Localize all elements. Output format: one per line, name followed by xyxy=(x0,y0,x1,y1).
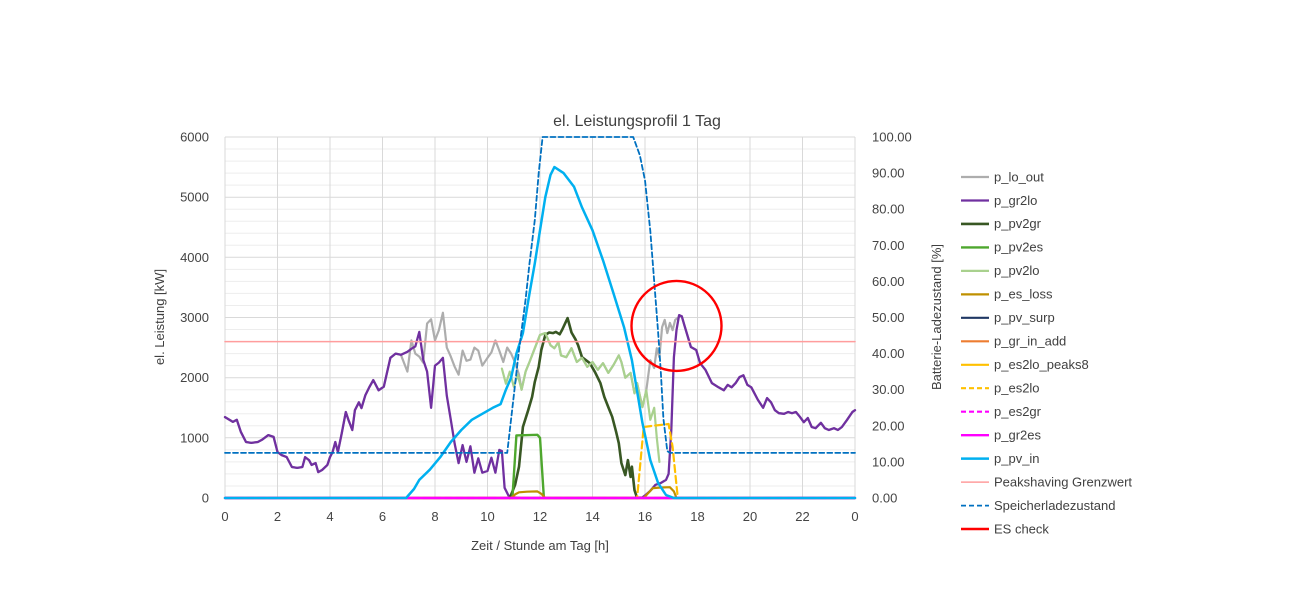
legend-item-p_pv2es[interactable]: p_pv2es xyxy=(961,240,1044,255)
y-right-tick-label: 20.00 xyxy=(872,418,905,433)
legend-label: p_gr2lo xyxy=(994,193,1037,208)
series-es_check-annotation-circle xyxy=(630,279,723,373)
legend-label: p_gr_in_add xyxy=(994,334,1066,349)
legend-label: p_es2gr xyxy=(994,404,1042,419)
legend-item-p_pv_surp[interactable]: p_pv_surp xyxy=(961,310,1055,325)
x-tick-label: 12 xyxy=(533,509,547,524)
legend-item-p_gr2es[interactable]: p_gr2es xyxy=(961,428,1041,443)
y-right-tick-label: 100.00 xyxy=(872,130,912,145)
series-speicherladezustand xyxy=(224,136,856,454)
legend-item-p_es_loss[interactable]: p_es_loss xyxy=(961,287,1053,302)
legend-item-p_es2lo_peaks8[interactable]: p_es2lo_peaks8 xyxy=(961,357,1089,372)
x-tick-label: 2 xyxy=(274,509,281,524)
legend: p_lo_out p_gr2lo p_pv2gr p_pv2es p_pv2lo p_es… xyxy=(961,169,1132,536)
legend-label: p_es_loss xyxy=(994,287,1053,302)
y-right-tick-label: 70.00 xyxy=(872,238,905,253)
x-tick-label: 16 xyxy=(638,509,652,524)
x-tick-label: 6 xyxy=(379,509,386,524)
legend-item-p_pv_in[interactable]: p_pv_in xyxy=(961,451,1040,466)
y-axis-title-left: el. Leistung [kW] xyxy=(152,269,167,365)
legend-label: p_es2lo_peaks8 xyxy=(994,357,1089,372)
y-right-tick-label: 60.00 xyxy=(872,274,905,289)
x-tick-label: 4 xyxy=(326,509,333,524)
y-right-tick-label: 80.00 xyxy=(872,202,905,217)
y-left-tick-label: 4000 xyxy=(180,250,209,265)
legend-label: Speicherladezustand xyxy=(994,498,1115,513)
legend-item-p_es2gr[interactable]: p_es2gr xyxy=(961,404,1042,419)
legend-item-speicherladezustand[interactable]: Speicherladezustand xyxy=(961,498,1115,513)
chart-title: el. Leistungsprofil 1 Tag xyxy=(553,113,721,130)
y-left-tick-label: 1000 xyxy=(180,430,209,445)
legend-item-es_check[interactable]: ES check xyxy=(961,521,1049,536)
legend-item-p_gr2lo[interactable]: p_gr2lo xyxy=(961,193,1037,208)
legend-item-peakshaving_grenzwert[interactable]: Peakshaving Grenzwert xyxy=(961,474,1132,489)
legend-label: p_lo_out xyxy=(994,169,1044,184)
legend-label: ES check xyxy=(994,521,1049,536)
y-left-tick-label: 2000 xyxy=(180,370,209,385)
x-tick-label: 18 xyxy=(690,509,704,524)
legend-label: p_pv_surp xyxy=(994,310,1055,325)
x-tick-label: 20 xyxy=(743,509,757,524)
legend-item-p_pv2lo[interactable]: p_pv2lo xyxy=(961,263,1040,278)
series-p_pv2gr xyxy=(508,316,639,500)
x-axis-title: Zeit / Stunde am Tag [h] xyxy=(471,538,609,553)
series-lines xyxy=(223,136,857,500)
x-tick-label: 0 xyxy=(221,509,228,524)
series-p_pv2lo xyxy=(500,332,661,463)
legend-label: p_pv2es xyxy=(994,240,1044,255)
x-tick-label: 8 xyxy=(431,509,438,524)
y-right-tick-label: 30.00 xyxy=(872,382,905,397)
y-right-tick-label: 10.00 xyxy=(872,454,905,469)
legend-item-p_pv2gr[interactable]: p_pv2gr xyxy=(961,216,1042,231)
x-tick-label: 0 xyxy=(851,509,858,524)
x-tick-label: 22 xyxy=(795,509,809,524)
y-axis-title-right: Batterie-Ladezustand [%] xyxy=(929,244,944,390)
series-p_pv_in xyxy=(223,165,857,500)
y-left-tick-label: 6000 xyxy=(180,130,209,145)
y-left-tick-label: 3000 xyxy=(180,310,209,325)
y-right-tick-label: 40.00 xyxy=(872,346,905,361)
y-right-tick-label: 0.00 xyxy=(872,491,897,506)
legend-item-p_lo_out[interactable]: p_lo_out xyxy=(961,169,1044,184)
legend-label: p_gr2es xyxy=(994,428,1041,443)
series-p_gr2lo xyxy=(223,313,857,500)
legend-label: p_pv2lo xyxy=(994,263,1040,278)
legend-item-p_es2lo[interactable]: p_es2lo xyxy=(961,381,1040,396)
axis-ticks: 01000200030004000500060000.0010.0020.003… xyxy=(180,130,912,525)
legend-label: p_pv_in xyxy=(994,451,1040,466)
series-p_es2lo xyxy=(223,422,857,500)
y-left-tick-label: 0 xyxy=(202,491,209,506)
legend-item-p_gr_in_add[interactable]: p_gr_in_add xyxy=(961,334,1066,349)
legend-label: p_pv2gr xyxy=(994,216,1042,231)
series-p_pv2es xyxy=(511,433,546,500)
y-left-tick-label: 5000 xyxy=(180,190,209,205)
y-right-tick-label: 50.00 xyxy=(872,310,905,325)
legend-label: p_es2lo xyxy=(994,381,1040,396)
x-tick-label: 10 xyxy=(480,509,494,524)
legend-label: Peakshaving Grenzwert xyxy=(994,474,1132,489)
y-right-tick-label: 90.00 xyxy=(872,166,905,181)
x-tick-label: 14 xyxy=(585,509,599,524)
